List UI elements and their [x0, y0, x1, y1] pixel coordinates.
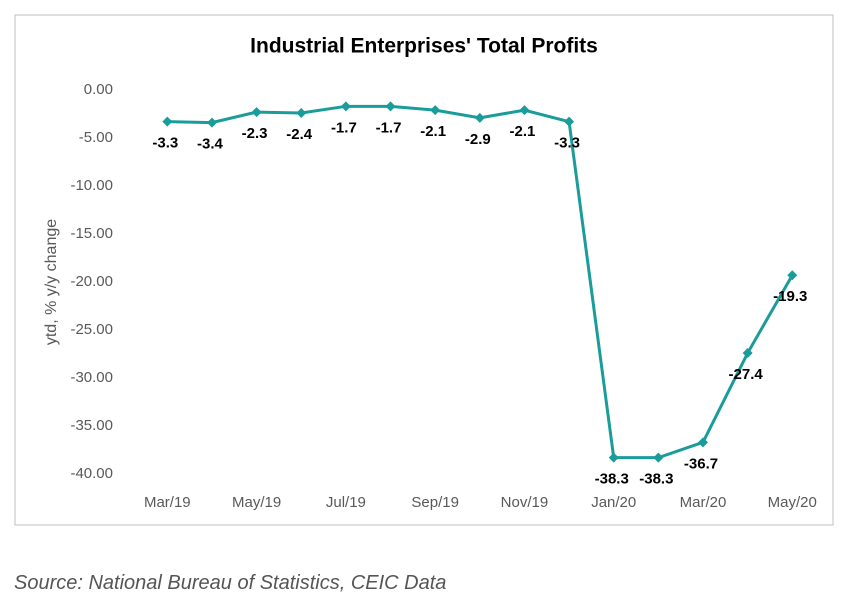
x-tick-label: May/20 [768, 494, 817, 511]
data-label: -1.7 [376, 119, 402, 136]
marker [296, 108, 307, 119]
marker [385, 101, 396, 112]
data-label: -2.3 [242, 125, 268, 142]
x-tick-label: Sep/19 [411, 494, 459, 511]
data-label: -2.1 [510, 123, 536, 140]
y-tick-label: -10.00 [70, 177, 113, 194]
marker [519, 105, 530, 116]
data-label: -2.1 [420, 123, 446, 140]
chart: Industrial Enterprises' Total Profits yt… [14, 14, 834, 526]
marker [206, 117, 217, 128]
marker [340, 101, 351, 112]
data-label: -3.4 [197, 136, 224, 153]
y-tick-label: -5.00 [79, 129, 113, 146]
chart-title: Industrial Enterprises' Total Profits [250, 35, 598, 58]
marker [742, 348, 753, 359]
y-tick-label: -35.00 [70, 417, 113, 434]
marker [251, 107, 262, 118]
x-tick-label: Jul/19 [326, 494, 366, 511]
x-tick-label: Jan/20 [591, 494, 636, 511]
marker [162, 116, 173, 127]
data-label: -3.3 [152, 135, 178, 152]
marker [430, 105, 441, 116]
y-tick-label: -15.00 [70, 225, 113, 242]
marker [698, 437, 708, 448]
data-label: -19.3 [773, 288, 807, 305]
x-tick-label: Nov/19 [501, 494, 549, 511]
marker [474, 112, 485, 123]
y-axis-label: ytd, % y/y change [43, 219, 60, 345]
source-note: Source: National Bureau of Statistics, C… [14, 572, 447, 594]
y-tick-label: -25.00 [70, 321, 113, 338]
data-label: -38.3 [639, 471, 673, 488]
data-label: -1.7 [331, 119, 357, 136]
chart-frame [14, 14, 834, 526]
y-tick-label: -20.00 [70, 273, 113, 290]
marker [653, 452, 664, 463]
marker [787, 270, 798, 281]
marker [564, 116, 575, 127]
x-tick-label: Mar/19 [144, 494, 191, 511]
data-label: -3.3 [554, 135, 580, 152]
data-label: -38.3 [595, 471, 629, 488]
x-tick-label: Mar/20 [680, 494, 727, 511]
y-tick-label: 0.00 [84, 81, 113, 98]
y-tick-label: -40.00 [70, 465, 113, 482]
x-tick-label: May/19 [232, 494, 281, 511]
data-label: -2.4 [286, 126, 313, 143]
data-label: -36.7 [684, 455, 718, 472]
marker [608, 452, 619, 463]
y-tick-label: -30.00 [70, 369, 113, 386]
data-label: -27.4 [729, 366, 764, 383]
data-label: -2.9 [465, 131, 491, 148]
